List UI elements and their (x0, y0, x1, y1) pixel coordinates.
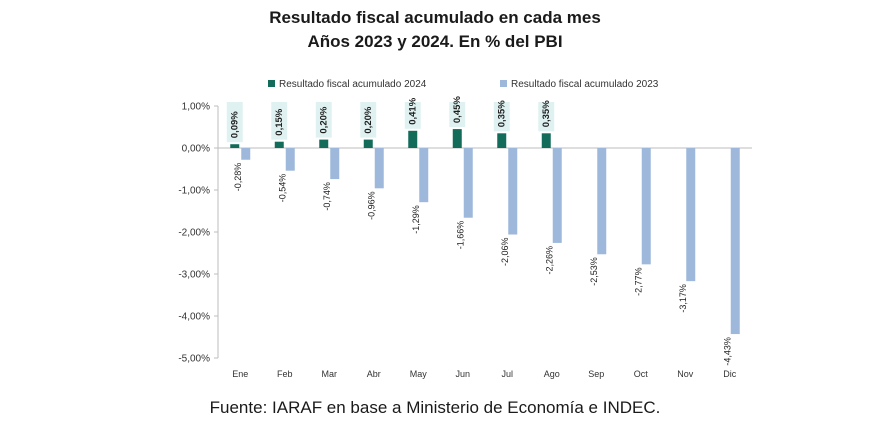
bar-2023 (508, 148, 518, 235)
bar-2024-value-label: 0,35% (496, 100, 507, 127)
legend-label-2023: Resultado fiscal acumulado 2023 (511, 79, 659, 90)
x-tick-label: Jun (455, 369, 470, 379)
bar-2024-value-label: 0,45% (452, 96, 463, 123)
bar-2023-value-label: -0,74% (322, 182, 332, 211)
bar-2024-label-bg (315, 102, 332, 138)
y-tick-label: -2,00% (178, 228, 210, 239)
x-tick-label: Dic (723, 369, 736, 379)
y-tick-label: 0,00% (182, 144, 210, 155)
legend-label-2024: Resultado fiscal acumulado 2024 (279, 79, 427, 90)
bar-2023 (686, 148, 696, 282)
bar-2023 (463, 148, 473, 218)
bar-2024 (497, 133, 507, 148)
bar-2024-label-bg (538, 102, 555, 132)
bar-2023-value-label: -2,06% (500, 238, 510, 267)
bar-2023 (597, 148, 607, 255)
bar-2023 (374, 148, 384, 189)
bar-2024-label-bg (449, 102, 466, 128)
legend-swatch-2024 (268, 80, 275, 87)
y-tick-label: -4,00% (178, 312, 210, 323)
bar-2024-label-bg (404, 102, 421, 129)
x-tick-label: May (410, 369, 428, 379)
bar-2024 (541, 133, 551, 148)
y-tick-label: -3,00% (178, 270, 210, 281)
bar-2024 (452, 129, 462, 148)
bar-2024-value-label: 0,35% (541, 100, 552, 127)
bar-chart: Resultado fiscal acumulado 2024 Resultado… (178, 79, 752, 379)
x-tick-label: Ene (232, 369, 248, 379)
bar-2024-label-bg (271, 102, 288, 140)
bar-2023-value-label: -2,53% (589, 257, 599, 286)
x-tick-label: Sep (588, 369, 604, 379)
bar-2024 (230, 144, 240, 148)
bar-2023-value-label: -1,29% (411, 205, 421, 234)
bar-2023 (419, 148, 429, 203)
x-tick-label: Jul (501, 369, 513, 379)
bar-2024-value-label: 0,41% (407, 97, 418, 124)
bar-2023-value-label: -0,54% (278, 174, 288, 203)
bar-2023-value-label: -4,43% (723, 337, 733, 366)
y-tick-label: -5,00% (178, 354, 210, 365)
y-tick-label: -1,00% (178, 186, 210, 197)
x-tick-label: Ago (544, 369, 560, 379)
y-tick-label: 1,00% (182, 102, 210, 113)
bar-2023-value-label: -2,77% (634, 267, 644, 296)
x-tick-label: Mar (322, 369, 338, 379)
bar-2023-value-label: -0,28% (233, 163, 243, 192)
bar-2023-value-label: -1,66% (456, 221, 466, 250)
bar-2024-value-label: 0,09% (229, 111, 240, 138)
x-tick-label: Oct (634, 369, 649, 379)
bar-2023-value-label: -2,26% (545, 246, 555, 275)
bar-2023-value-label: -0,96% (367, 191, 377, 220)
bar-2024-label-bg (226, 102, 243, 143)
chart-subtitle: Años 2023 y 2024. En % del PBI (307, 32, 563, 51)
source-note: Fuente: IARAF en base a Ministerio de Ec… (209, 398, 661, 417)
bar-2024-label-bg (360, 102, 377, 138)
x-tick-label: Abr (367, 369, 381, 379)
legend-swatch-2023 (500, 80, 507, 87)
bar-2024 (408, 130, 418, 148)
bar-2024 (363, 139, 373, 148)
bar-2024 (319, 139, 329, 148)
bar-2023 (330, 148, 340, 180)
bar-2023 (730, 148, 740, 335)
chart-title: Resultado fiscal acumulado en cada mes (269, 8, 601, 27)
bar-2023 (285, 148, 295, 171)
bar-2024-value-label: 0,20% (363, 106, 374, 133)
bar-2023 (552, 148, 562, 243)
bar-2024-value-label: 0,15% (274, 108, 285, 135)
x-tick-label: Nov (677, 369, 694, 379)
bar-2024-value-label: 0,20% (318, 106, 329, 133)
bar-2024-label-bg (493, 102, 510, 132)
bar-2023 (241, 148, 251, 160)
bar-2023-value-label: -3,17% (678, 284, 688, 313)
x-tick-label: Feb (277, 369, 293, 379)
bar-2023 (641, 148, 651, 265)
bar-2024 (274, 141, 284, 148)
